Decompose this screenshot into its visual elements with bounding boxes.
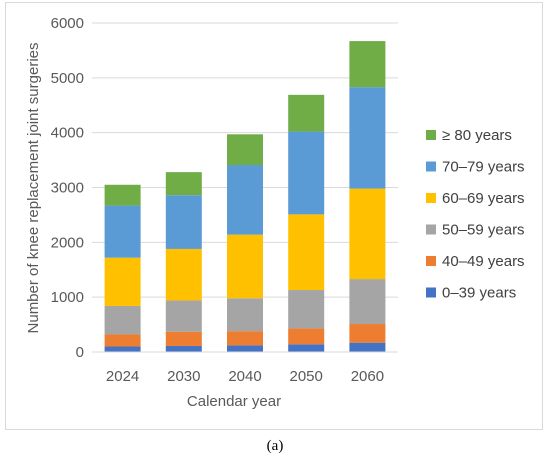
- x-tick-label: 2030: [167, 368, 200, 385]
- legend-swatch: [426, 256, 436, 266]
- legend-swatch: [426, 287, 436, 298]
- bar-segment-2030-series-0: [165, 345, 202, 352]
- bar-segment-2060-series-1: [349, 324, 386, 343]
- bar-segment-2060-series-2: [349, 279, 386, 325]
- y-tick-label: 5000: [51, 70, 84, 87]
- bar-segment-2050-series-4: [288, 131, 325, 215]
- legend-label: 0–39 years: [442, 285, 516, 302]
- bar-segment-2050-series-3: [288, 214, 325, 291]
- legend: ≥ 80 years 70–79 years 60–69 years 50–59 ye…: [426, 127, 525, 302]
- bar-segment-2050-series-2: [288, 290, 325, 329]
- bar-segment-2024-series-1: [104, 334, 141, 347]
- legend-label: 50–59 years: [442, 222, 525, 239]
- y-tick-label: 4000: [51, 125, 84, 142]
- bar-segment-2060-series-3: [349, 188, 386, 280]
- bar-segment-2050-series-5: [288, 94, 325, 132]
- legend-swatch: [426, 161, 436, 172]
- x-tick-label: 2050: [290, 368, 323, 385]
- bar-segment-2030-series-3: [165, 248, 202, 301]
- figure-caption: (a): [266, 438, 284, 454]
- bar-segment-2024-series-4: [104, 205, 141, 258]
- y-tick-label: 6000: [51, 15, 84, 32]
- grid-lines: [92, 22, 398, 298]
- x-tick-label: 2060: [351, 368, 384, 385]
- bar-segment-2050-series-0: [288, 344, 325, 352]
- bars: [104, 41, 386, 352]
- bar-segment-2040-series-5: [227, 134, 263, 166]
- bar-segment-2024-series-2: [104, 305, 141, 335]
- legend-swatch: [426, 224, 436, 235]
- legend-label: ≥ 80 years: [442, 127, 512, 144]
- x-axis-title: Calendar year: [187, 393, 281, 410]
- legend-swatch: [426, 130, 436, 140]
- bar-segment-2040-series-3: [227, 234, 263, 299]
- bar-segment-2030-series-5: [165, 172, 202, 196]
- legend-label: 70–79 years: [442, 159, 525, 176]
- bar-segment-2040-series-0: [227, 345, 263, 352]
- bar-segment-2040-series-1: [227, 331, 263, 346]
- y-tick-label: 0: [76, 344, 84, 361]
- bar-segment-2040-series-2: [227, 298, 263, 332]
- bar-segment-2024-series-3: [104, 257, 141, 306]
- bar-segment-2024-series-5: [104, 184, 141, 206]
- x-tick-label: 2040: [228, 368, 261, 385]
- bar-segment-2060-series-5: [349, 41, 386, 88]
- bar-segment-2030-series-1: [165, 331, 202, 346]
- bar-segment-2060-series-4: [349, 87, 386, 189]
- y-tick-label: 1000: [51, 289, 84, 306]
- y-axis-title: Number of knee replacement joint surgeri…: [25, 43, 42, 334]
- y-tick-label: 2000: [51, 234, 84, 251]
- legend-label: 40–49 years: [442, 253, 525, 270]
- y-tick-labels: 0 1000 2000 3000 4000 5000 6000: [51, 15, 84, 361]
- bar-segment-2050-series-1: [288, 328, 325, 345]
- legend-label: 60–69 years: [442, 190, 525, 207]
- x-tick-labels: 2024 2030 2040 2050 2060: [106, 368, 384, 385]
- y-tick-label: 3000: [51, 180, 84, 197]
- bar-segment-2060-series-0: [349, 342, 386, 352]
- bar-segment-2030-series-2: [165, 300, 202, 332]
- bar-segment-2040-series-4: [227, 165, 263, 235]
- legend-swatch: [426, 193, 436, 203]
- chart-frame: [5, 2, 543, 430]
- x-tick-label: 2024: [106, 368, 139, 385]
- bar-segment-2030-series-4: [165, 195, 202, 249]
- bar-segment-2024-series-0: [104, 346, 141, 352]
